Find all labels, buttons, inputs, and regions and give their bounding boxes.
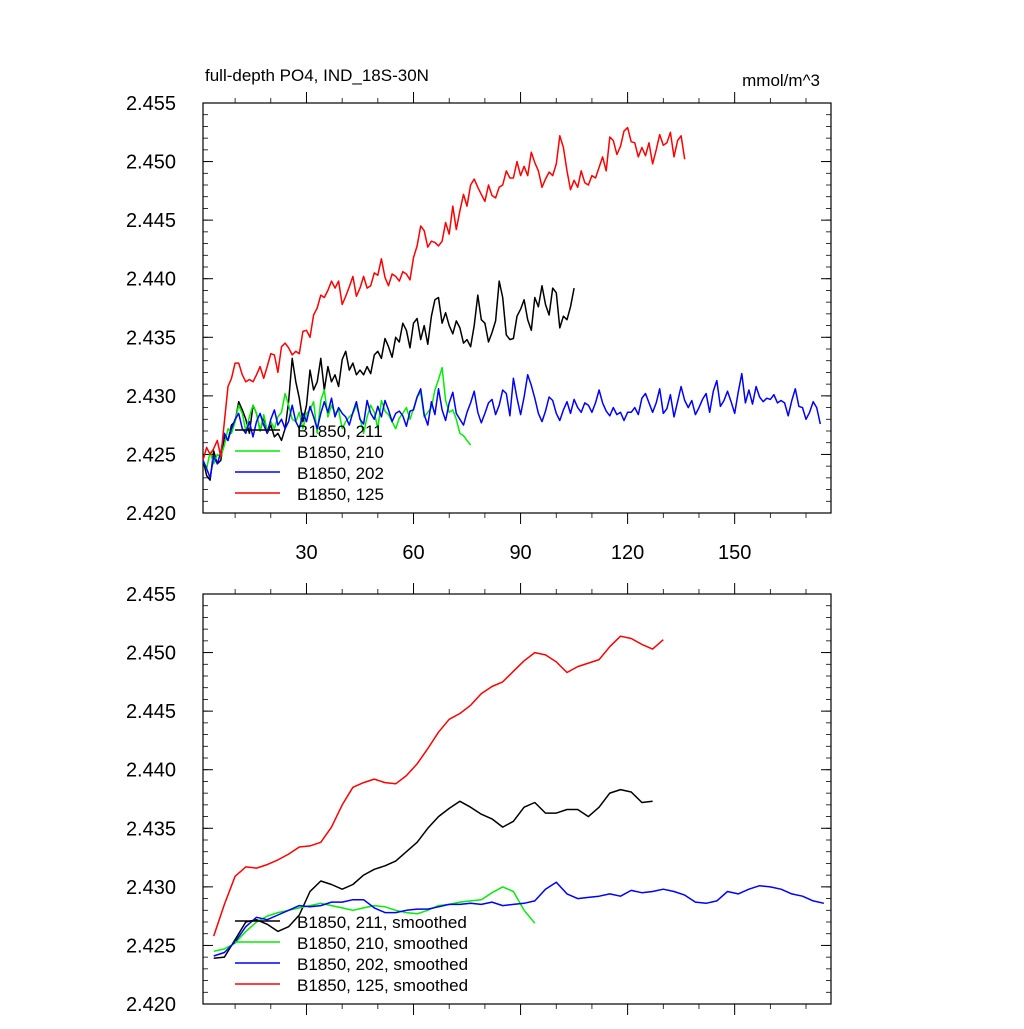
y-tick-label: 2.450 [126, 643, 176, 665]
top-panel: 2.420 2.425 2.430 2.435 2.440 2.445 2.450 2.455… [126, 92, 832, 564]
y-tick-label: 2.440 [126, 269, 176, 291]
x-tick-label: 60 [402, 542, 424, 564]
units-label: mmol/m^3 [742, 71, 820, 90]
y-tick-label: 2.450 [126, 152, 176, 174]
legend-label: B1850, 210 [297, 443, 384, 462]
bottom-panel: 2.420 2.425 2.430 2.435 2.440 2.445 2.450 2.455… [126, 583, 832, 1016]
y-tick-label: 2.435 [126, 818, 176, 840]
x-tick-label: 90 [509, 542, 531, 564]
legend-label: B1850, 202 [297, 464, 384, 483]
series-line-0 [213, 788, 653, 960]
series-line-3 [202, 126, 686, 461]
y-tick-label: 2.430 [126, 386, 176, 408]
x-tick-label: 30 [295, 542, 317, 564]
plot-frame [202, 593, 832, 1005]
y-tick-label: 2.435 [126, 327, 176, 349]
series-line-2 [213, 881, 825, 957]
x-tick-label: 120 [611, 542, 644, 564]
legend-label: B1850, 211, smoothed [297, 913, 467, 932]
y-tick-label: 2.455 [126, 93, 176, 115]
y-tick-label: 2.420 [126, 994, 176, 1016]
legend-label: B1850, 202, smoothed [297, 955, 468, 974]
y-tick-label: 2.440 [126, 760, 176, 782]
y-tick-label: 2.425 [126, 935, 176, 957]
y-tick-label: 2.420 [126, 503, 176, 525]
legend-label: B1850, 125, smoothed [297, 976, 468, 995]
legend-label: B1850, 125 [297, 485, 384, 504]
x-tick-label: 150 [718, 542, 751, 564]
legend-label: B1850, 210, smoothed [297, 934, 468, 953]
series-line-3 [212, 635, 664, 937]
series-line-2 [202, 372, 822, 479]
y-tick-label: 2.455 [126, 584, 176, 606]
chart-title: full-depth PO4, IND_18S-30N [205, 66, 429, 85]
y-tick-label: 2.445 [126, 210, 176, 232]
y-tick-label: 2.425 [126, 444, 176, 466]
y-tick-label: 2.445 [126, 701, 176, 723]
legend-label: B1850, 211 [297, 422, 383, 441]
plot-frame [202, 102, 832, 514]
series-line-1 [213, 886, 536, 953]
y-tick-label: 2.430 [126, 877, 176, 899]
